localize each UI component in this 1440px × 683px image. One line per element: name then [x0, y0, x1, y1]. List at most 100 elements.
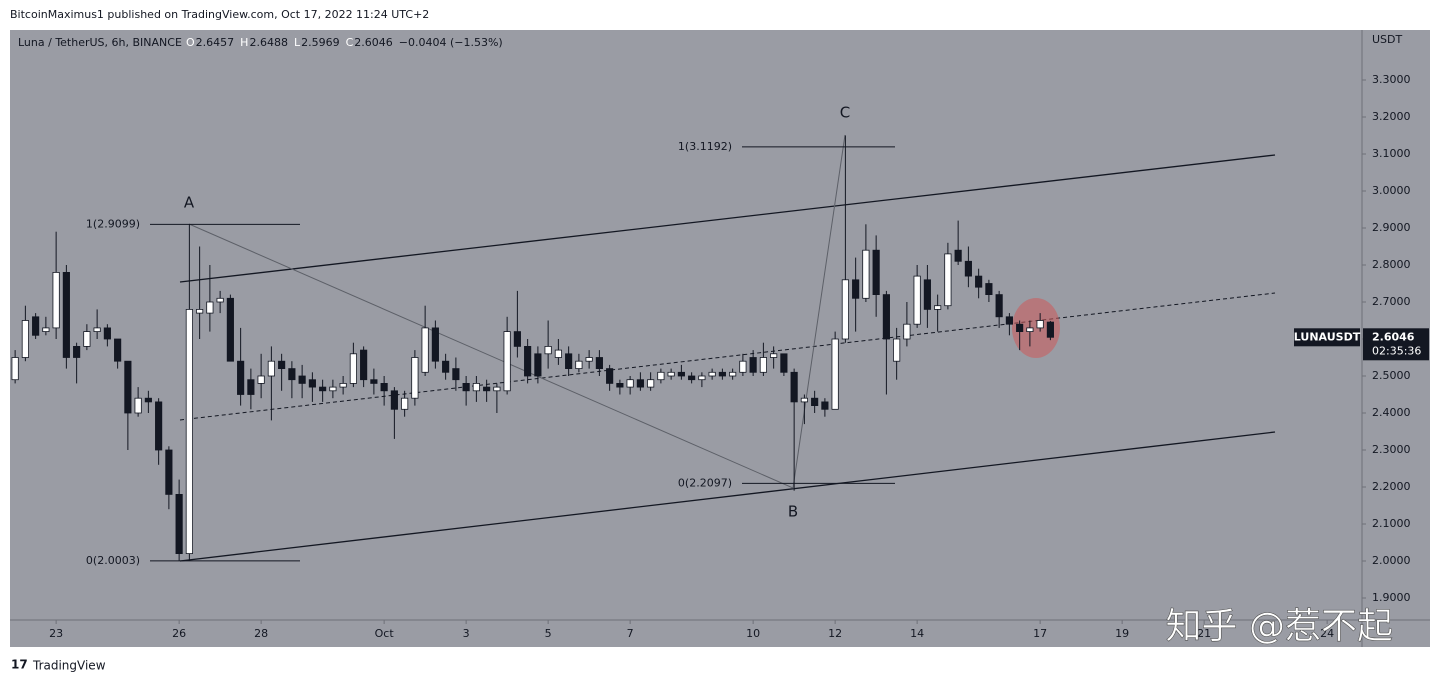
candle-body	[903, 323, 911, 340]
candle-body	[1036, 320, 1044, 329]
candle-body	[185, 308, 193, 554]
y-tick-label: 2.3000	[1372, 443, 1411, 456]
candle-body	[708, 371, 716, 377]
fib-label: 0(2.2097)	[678, 476, 732, 489]
candle-body	[944, 253, 952, 307]
y-tick-label: 3.3000	[1372, 73, 1411, 86]
candle-body	[821, 401, 829, 410]
candle-body	[934, 305, 942, 310]
candle-body	[923, 279, 931, 310]
candle-body	[831, 338, 839, 410]
candle-body	[739, 360, 747, 373]
candle-body	[298, 375, 306, 384]
y-tick-label: 2.4000	[1372, 406, 1411, 419]
candle-body	[267, 360, 275, 377]
y-tick-label: 3.2000	[1372, 110, 1411, 123]
y-tick-label: 2.0000	[1372, 554, 1411, 567]
plot-area	[11, 134, 1276, 562]
countdown: 02:35:36	[1372, 344, 1421, 357]
candle-body	[493, 386, 501, 392]
x-tick-label: 23	[49, 627, 63, 640]
legend-value: 2.6488	[249, 36, 288, 49]
change: −0.0404 (−1.53%)	[399, 36, 503, 49]
axis-unit: USDT	[1372, 33, 1403, 46]
candle-body	[73, 345, 81, 358]
legend-value: 2.5969	[301, 36, 340, 49]
candle-body	[913, 275, 921, 325]
candle-body	[329, 386, 337, 392]
legend-value: 2.6046	[354, 36, 393, 49]
candle-body	[349, 353, 357, 384]
symbol-tag-bg	[1294, 328, 1360, 347]
candle-body	[62, 271, 70, 358]
channel-lower	[179, 431, 1276, 562]
channel-mid	[179, 292, 1276, 421]
x-tick-label: 26	[172, 627, 186, 640]
y-tick-label: 2.2000	[1372, 480, 1411, 493]
candle-body	[667, 371, 675, 377]
candle-body	[32, 316, 40, 336]
candle-body	[964, 260, 972, 277]
candle-body	[800, 397, 808, 403]
abc-zigzag	[188, 134, 846, 489]
candle-body	[196, 308, 204, 314]
candle-body	[1016, 323, 1024, 333]
candle-body	[472, 382, 480, 392]
candle-body	[585, 357, 593, 362]
candle-body	[401, 397, 409, 410]
channel-upper	[179, 154, 1276, 283]
candle-body	[380, 382, 388, 392]
y-tick-label: 2.1000	[1372, 517, 1411, 530]
x-tick-label: 19	[1115, 627, 1129, 640]
candle-body	[1046, 321, 1054, 338]
candle-body	[21, 320, 29, 358]
candle-body	[882, 294, 890, 340]
candle-body	[811, 397, 819, 407]
candle-body	[103, 327, 111, 340]
candle-body	[124, 360, 132, 414]
symbol: Luna / TetherUS, 6h, BINANCE	[18, 36, 182, 49]
candle-body	[790, 371, 798, 403]
x-tick-label: 28	[254, 627, 268, 640]
candle-body	[308, 379, 316, 388]
candle-body	[360, 349, 368, 381]
candle-body	[390, 390, 398, 410]
candle-body	[165, 449, 173, 495]
candle-body	[11, 357, 19, 381]
candle-body	[647, 379, 655, 388]
candle-body	[257, 375, 265, 384]
legend-key: L	[294, 36, 301, 49]
candle-body	[339, 382, 347, 388]
candle-body	[606, 368, 614, 384]
candle-body	[206, 301, 214, 314]
x-tick-label: 5	[545, 627, 552, 640]
candle-body	[524, 345, 532, 377]
y-tick-label: 2.5000	[1372, 369, 1411, 382]
fib-label: 0(2.0003)	[86, 554, 140, 567]
candle-body	[657, 371, 665, 381]
candle-body	[759, 357, 767, 373]
candle-body	[278, 360, 286, 370]
candle-body	[442, 360, 450, 373]
candle-body	[677, 371, 685, 377]
candle-body	[534, 353, 542, 377]
candle-body	[226, 297, 234, 362]
candle-body	[237, 360, 245, 395]
candle-body	[462, 382, 470, 392]
fib-label: 1(3.1192)	[678, 140, 732, 153]
x-tick-label: 10	[746, 627, 760, 640]
candle-body	[319, 386, 327, 392]
candle-body	[503, 331, 511, 392]
y-tick-label: 1.9000	[1372, 591, 1411, 604]
candle-body	[114, 338, 122, 362]
candle-body	[134, 397, 142, 414]
candle-body	[370, 379, 378, 384]
candle-body	[513, 331, 521, 347]
fib-label: 1(2.9099)	[86, 217, 140, 230]
candle-body	[155, 401, 163, 451]
point-label: C	[840, 104, 850, 122]
x-tick-label: 3	[463, 627, 470, 640]
candle-body	[698, 375, 706, 381]
x-tick-label: 17	[1033, 627, 1047, 640]
